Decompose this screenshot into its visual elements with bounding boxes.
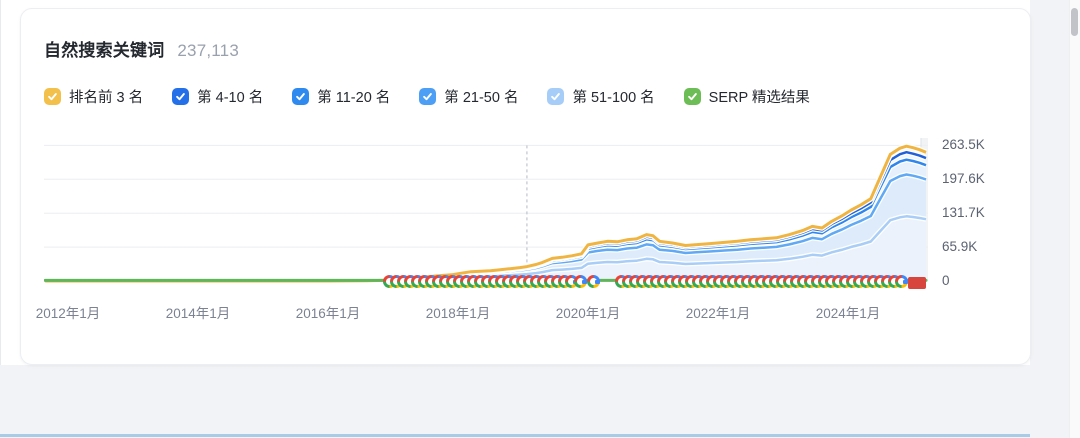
x-axis-label-1: 2014年1月	[165, 306, 231, 321]
legend-label: 排名前 3 名	[69, 90, 144, 106]
page-title: 自然搜索关键词	[44, 41, 165, 60]
legend-item-3[interactable]: 第 21-50 名	[419, 86, 518, 107]
check-icon	[551, 93, 561, 101]
y-axis-label-4: 0	[942, 273, 950, 288]
legend-label: 第 21-50 名	[444, 90, 519, 106]
x-axis-label-5: 2022年1月	[685, 306, 751, 321]
card-title: 自然搜索关键词 237,113	[44, 36, 239, 61]
x-axis-label-3: 2018年1月	[425, 306, 491, 321]
checkbox-checked-icon[interactable]	[292, 88, 310, 105]
x-axis-label-0: 2012年1月	[35, 306, 101, 321]
x-axis-label-2: 2016年1月	[295, 306, 361, 321]
x-axis-label-6: 2024年1月	[815, 306, 881, 321]
y-axis-label-1: 197.6K	[942, 171, 985, 187]
checkbox-checked-icon[interactable]	[44, 88, 61, 105]
check-icon	[48, 93, 57, 101]
y-axis-label-2: 131.7K	[942, 205, 985, 221]
scrollbar-track[interactable]	[1069, 0, 1080, 438]
series-area-1	[45, 174, 927, 281]
x-axis-label-4: 2020年1月	[555, 306, 621, 321]
checkbox-checked-icon[interactable]	[683, 88, 701, 105]
google-update-icon[interactable]	[895, 275, 909, 288]
checkbox-checked-icon[interactable]	[419, 88, 437, 105]
y-axis-label-0: 263.5K	[942, 137, 985, 153]
legend-label: SERP 精选结果	[708, 90, 810, 106]
left-divider	[0, 0, 1, 365]
legend-item-2[interactable]: 第 11-20 名	[292, 86, 390, 107]
google-update-icon-cluster[interactable]	[907, 277, 926, 289]
next-section-edge	[0, 434, 1030, 437]
keywords-total-value: 237,113	[177, 41, 239, 60]
check-icon	[296, 93, 306, 101]
series-line-4	[45, 144, 927, 283]
google-update-icon[interactable]	[587, 275, 601, 288]
legend-label: 第 51-100 名	[572, 90, 655, 106]
check-icon	[176, 93, 185, 101]
scrollbar-thumb[interactable]	[1071, 8, 1078, 36]
legend-item-4[interactable]: 第 51-100 名	[547, 86, 655, 107]
checkbox-checked-icon[interactable]	[172, 88, 190, 105]
check-icon	[687, 93, 697, 101]
google-update-icon[interactable]	[574, 275, 588, 288]
y-axis-label-3: 65.9K	[942, 239, 978, 255]
organic-keywords-card	[20, 8, 1031, 365]
legend-label: 第 4-10 名	[197, 90, 264, 106]
checkbox-checked-icon[interactable]	[547, 88, 565, 105]
legend-item-5[interactable]: SERP 精选结果	[683, 86, 810, 107]
legend-item-0[interactable]: 排名前 3 名	[44, 86, 143, 107]
legend-label: 第 11-20 名	[317, 90, 391, 106]
check-icon	[423, 93, 433, 101]
legend-item-1[interactable]: 第 4-10 名	[172, 86, 263, 107]
chart-legend: 排名前 3 名 第 4-10 名 第 11-20 名 第 21-50 名 第 51-10…	[44, 86, 810, 107]
